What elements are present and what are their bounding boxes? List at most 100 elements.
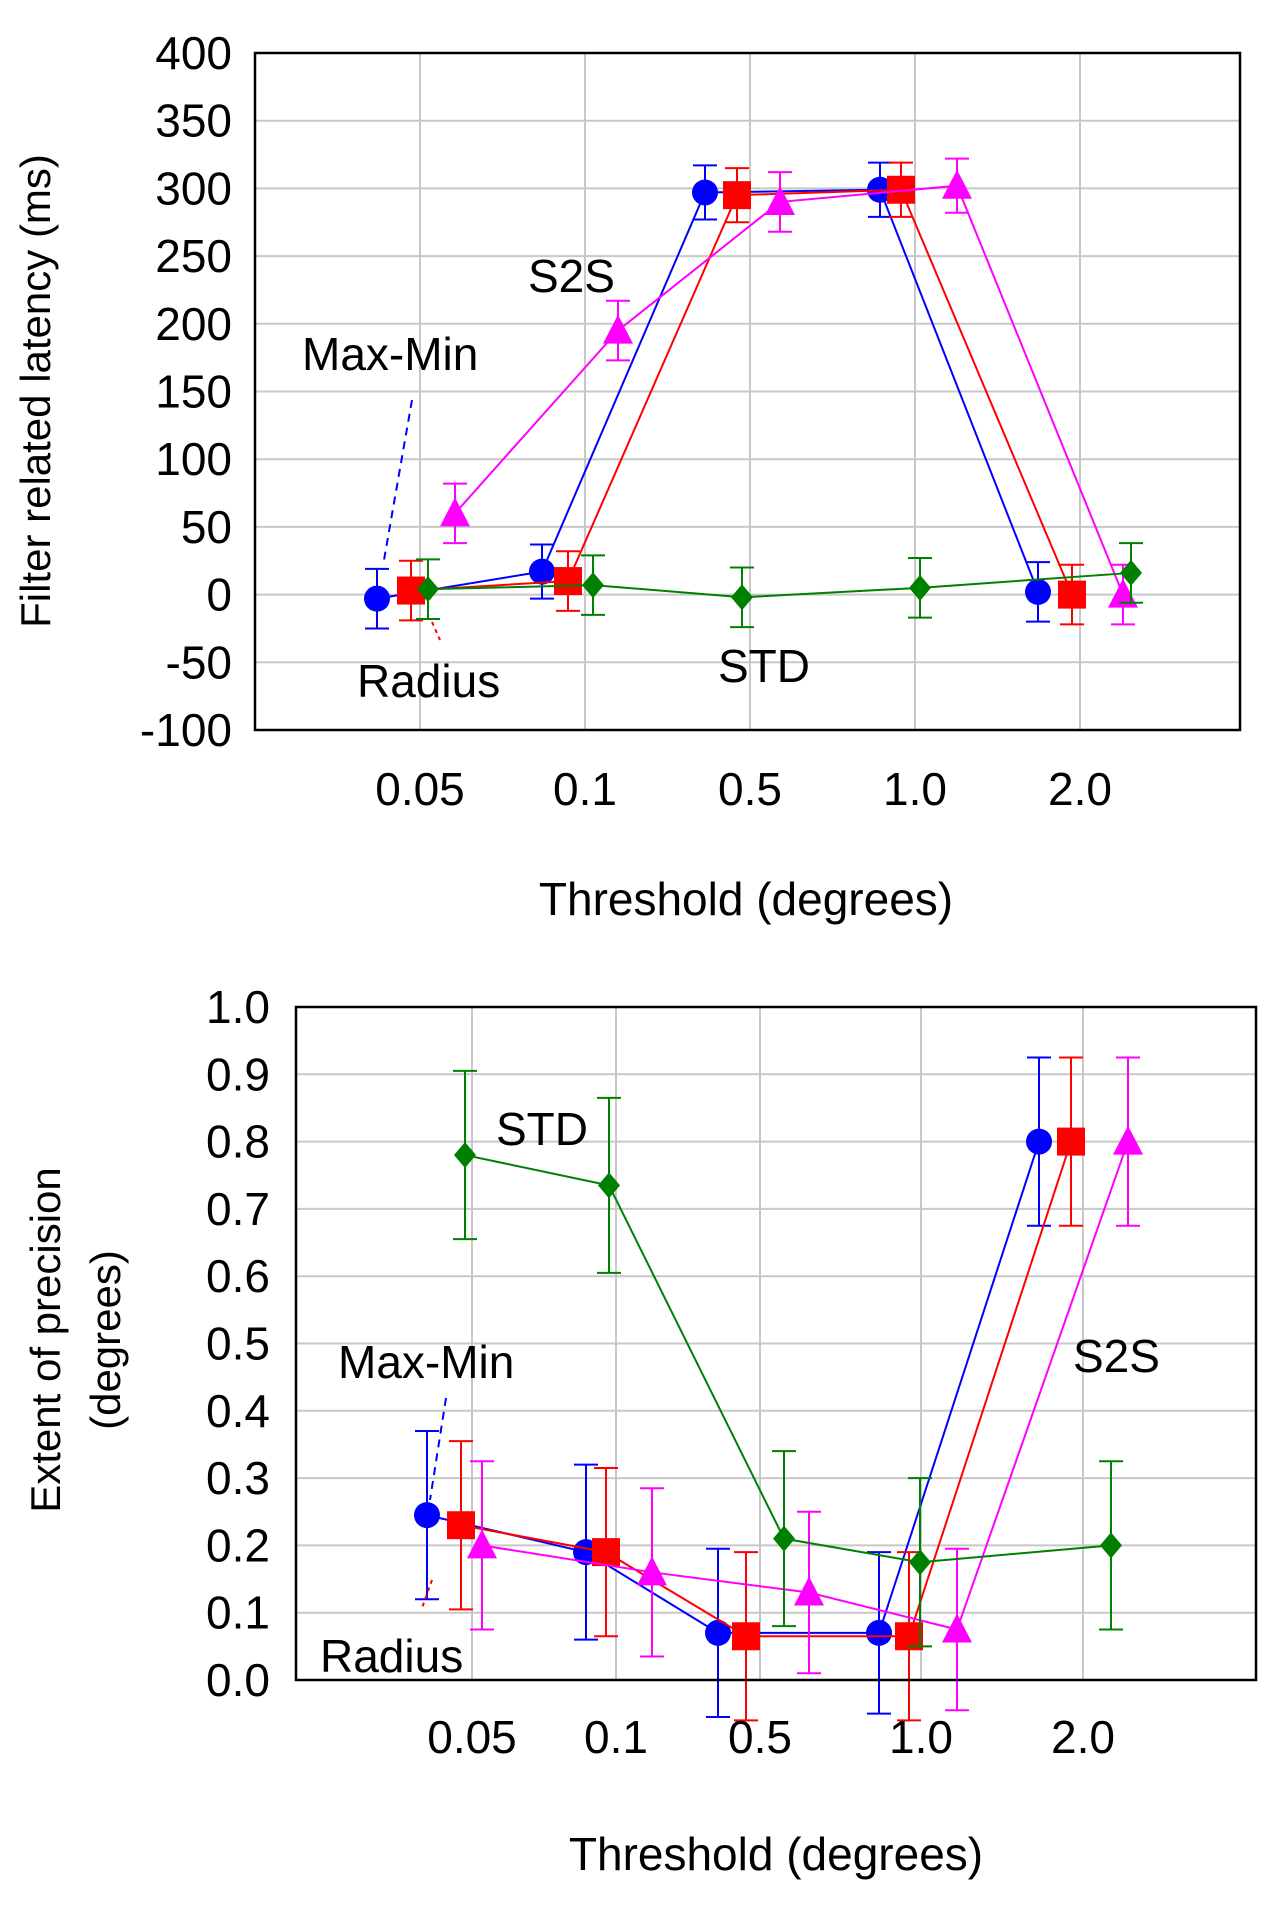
latency-grid <box>255 53 1240 730</box>
precision-x-tick-label: 0.1 <box>584 1711 648 1763</box>
latency-data-point <box>1058 580 1086 609</box>
latency-chart: 400 350 300 250 200 150 100 50 0 -50 -100 0.05 0.1 0.… <box>12 27 1242 925</box>
latency-series-square <box>397 161 1086 626</box>
precision-y-tick-label: 0.8 <box>206 1116 270 1168</box>
latency-y-tick-label: 100 <box>155 433 232 485</box>
latency-data-point <box>417 576 439 603</box>
precision-data-point <box>1113 1125 1143 1155</box>
precision-series-triangle <box>467 1056 1143 1712</box>
precision-annotation-max-min: Max-Min <box>338 1336 514 1388</box>
precision-y-tick-label: 0.9 <box>206 1048 270 1100</box>
precision-x-tick-label: 2.0 <box>1051 1711 1115 1763</box>
precision-data-point <box>773 1525 795 1552</box>
latency-data-point <box>1120 559 1142 586</box>
precision-x-tick-label: 1.0 <box>889 1711 953 1763</box>
precision-y-tick-label: 0.1 <box>206 1587 270 1639</box>
latency-series-line <box>454 184 1124 595</box>
precision-data-point <box>705 1619 731 1646</box>
precision-data-point <box>794 1576 824 1606</box>
precision-y-tick-label: 0.0 <box>206 1654 270 1706</box>
latency-data-point <box>582 572 604 599</box>
precision-data-point <box>1026 1128 1052 1155</box>
precision-data-point <box>942 1613 972 1643</box>
latency-annotation-max-min: Max-Min <box>302 328 478 380</box>
latency-series-diamond <box>416 542 1143 629</box>
precision-data-point <box>909 1549 931 1576</box>
precision-x-tick-label: 0.05 <box>427 1711 517 1763</box>
latency-max-min-pointer <box>383 399 413 561</box>
latency-data-point <box>440 497 470 527</box>
latency-data-point <box>692 179 718 206</box>
precision-y-tick-label: 0.6 <box>206 1250 270 1302</box>
precision-y-axis-label-line1: Extent of precision <box>22 1167 69 1513</box>
precision-series-diamond <box>453 1069 1123 1648</box>
latency-y-tick-label: 400 <box>155 27 232 79</box>
precision-series-line <box>460 1141 1072 1638</box>
latency-data-point <box>723 181 751 210</box>
latency-series-circle <box>364 161 1051 630</box>
latency-y-axis-label: Filter related latency (ms) <box>12 154 59 628</box>
precision-data-point <box>454 1142 476 1169</box>
latency-y-tick-label: 250 <box>155 230 232 282</box>
latency-x-tick-label: 0.5 <box>718 763 782 815</box>
latency-data-point <box>942 169 972 199</box>
latency-x-axis-label: Threshold (degrees) <box>539 873 953 925</box>
precision-series-square <box>447 1056 1085 1722</box>
precision-y-tick-label: 1.0 <box>206 981 270 1033</box>
precision-annotation-std: STD <box>496 1103 588 1155</box>
precision-data-point <box>1100 1532 1122 1559</box>
latency-plot-frame <box>253 51 1242 732</box>
latency-x-tick-label: 2.0 <box>1048 763 1112 815</box>
latency-y-tick-label: -100 <box>140 704 232 756</box>
latency-series <box>364 157 1143 630</box>
latency-y-tick-label: 300 <box>155 162 232 214</box>
precision-data-point <box>598 1172 620 1199</box>
precision-data-point <box>592 1538 620 1567</box>
precision-y-tick-label: 0.5 <box>206 1318 270 1370</box>
latency-data-point <box>529 558 555 585</box>
precision-plot-frame <box>294 1005 1258 1682</box>
precision-x-tick-label: 0.5 <box>728 1711 792 1763</box>
latency-y-tick-label: 200 <box>155 298 232 350</box>
precision-grid <box>296 1007 1256 1680</box>
latency-y-tick-label: -50 <box>166 636 232 688</box>
latency-data-point <box>765 185 795 215</box>
latency-annotation-std: STD <box>718 640 810 692</box>
latency-data-point <box>731 584 753 611</box>
precision-y-tick-label: 0.3 <box>206 1452 270 1504</box>
precision-radius-pointer <box>421 1579 433 1609</box>
latency-data-point <box>554 567 582 596</box>
precision-y-axis-label-line2: (degrees) <box>82 1250 129 1430</box>
latency-data-point <box>909 574 931 601</box>
latency-x-tick-label: 1.0 <box>883 763 947 815</box>
latency-y-tick-label: 50 <box>181 501 232 553</box>
precision-max-min-pointer <box>429 1397 447 1501</box>
precision-data-point <box>637 1556 667 1586</box>
latency-y-tick-label: 350 <box>155 95 232 147</box>
latency-x-tick-label: 0.1 <box>553 763 617 815</box>
latency-series-line <box>376 188 1039 600</box>
latency-ticks: 400 350 300 250 200 150 100 50 0 -50 -100 0.05 0.1 0.… <box>140 27 1112 815</box>
latency-data-point <box>603 314 633 344</box>
precision-y-tick-label: 0.4 <box>206 1385 270 1437</box>
precision-data-point <box>467 1529 497 1559</box>
precision-annotation-s2s: S2S <box>1073 1330 1160 1382</box>
precision-series <box>414 1056 1143 1722</box>
precision-x-axis-label: Threshold (degrees) <box>569 1828 983 1880</box>
precision-y-tick-label: 0.7 <box>206 1183 270 1235</box>
precision-data-point <box>732 1622 760 1651</box>
latency-y-tick-label: 150 <box>155 366 232 418</box>
precision-y-tick-label: 0.2 <box>206 1519 270 1571</box>
latency-y-tick-label: 0 <box>206 569 232 621</box>
precision-data-point <box>1057 1127 1085 1156</box>
precision-chart: 1.0 0.9 0.8 0.7 0.6 0.5 0.4 0.3 0.2 0.1 0.0 0.05 0.1… <box>22 981 1258 1880</box>
latency-radius-pointer <box>431 621 441 641</box>
latency-x-tick-label: 0.05 <box>375 763 465 815</box>
latency-annotation-s2s: S2S <box>528 250 615 302</box>
latency-data-point <box>364 585 390 612</box>
latency-data-point <box>1025 578 1051 605</box>
latency-annotations: S2S Max-Min Radius STD <box>302 250 810 707</box>
precision-data-point <box>447 1511 475 1540</box>
precision-data-point <box>414 1502 440 1529</box>
